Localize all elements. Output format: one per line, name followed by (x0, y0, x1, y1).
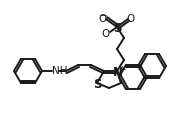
Text: O: O (99, 14, 107, 24)
Text: −: − (99, 11, 107, 21)
Text: O: O (102, 29, 110, 39)
Text: S: S (113, 21, 121, 34)
Text: S: S (93, 78, 101, 91)
Text: NH: NH (52, 65, 68, 75)
Text: N: N (113, 66, 123, 79)
Text: +: + (118, 65, 126, 74)
Text: O: O (127, 14, 135, 24)
